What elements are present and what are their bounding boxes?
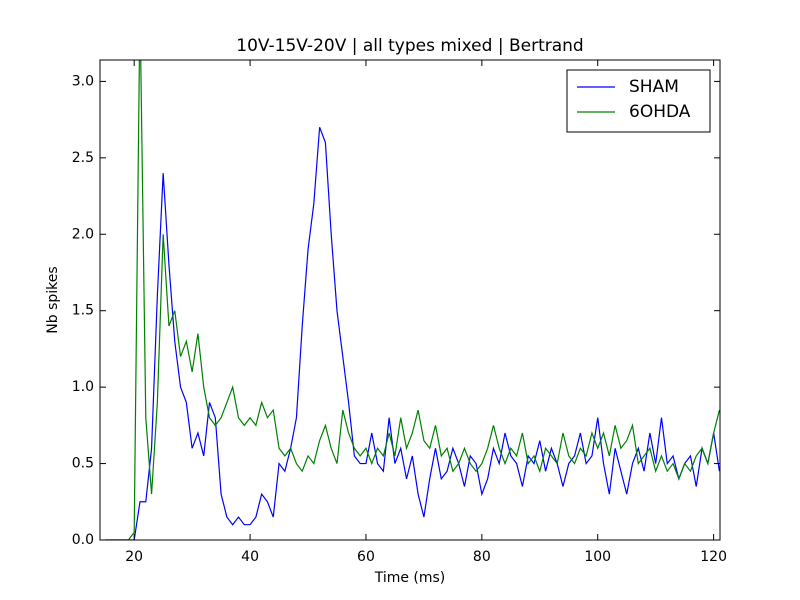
x-tick-label: 120 [700, 549, 727, 565]
x-tick-label: 60 [357, 549, 375, 565]
plot-area [105, 60, 720, 540]
x-tick-label: 20 [125, 549, 143, 565]
legend-box [566, 69, 711, 133]
y-axis-label: Nb spikes [45, 266, 61, 333]
x-axis-label: Time (ms) [374, 570, 446, 586]
x-tick-label: 40 [241, 549, 259, 565]
y-tick-label: 1.5 [72, 303, 94, 319]
x-tick-label: 100 [584, 549, 611, 565]
chart-title: 10V-15V-20V | all types mixed | Bertrand [236, 36, 583, 56]
y-tick-label: 3.0 [72, 73, 94, 89]
y-tick-label: 2.5 [72, 150, 94, 166]
legend-text: SHAM [629, 77, 679, 97]
line-series [105, 60, 720, 540]
y-tick-label: 2.0 [72, 226, 94, 242]
y-tick-label: 0.5 [72, 456, 94, 472]
y-tick-label: 1.0 [72, 379, 94, 395]
y-tick-label: 0.0 [72, 532, 94, 548]
legend-text: 6OHDA [629, 102, 691, 122]
legend: SHAM 6OHDA [566, 69, 711, 133]
axes-frame [99, 59, 721, 541]
line-series [105, 127, 720, 540]
x-tick-label: 80 [473, 549, 491, 565]
